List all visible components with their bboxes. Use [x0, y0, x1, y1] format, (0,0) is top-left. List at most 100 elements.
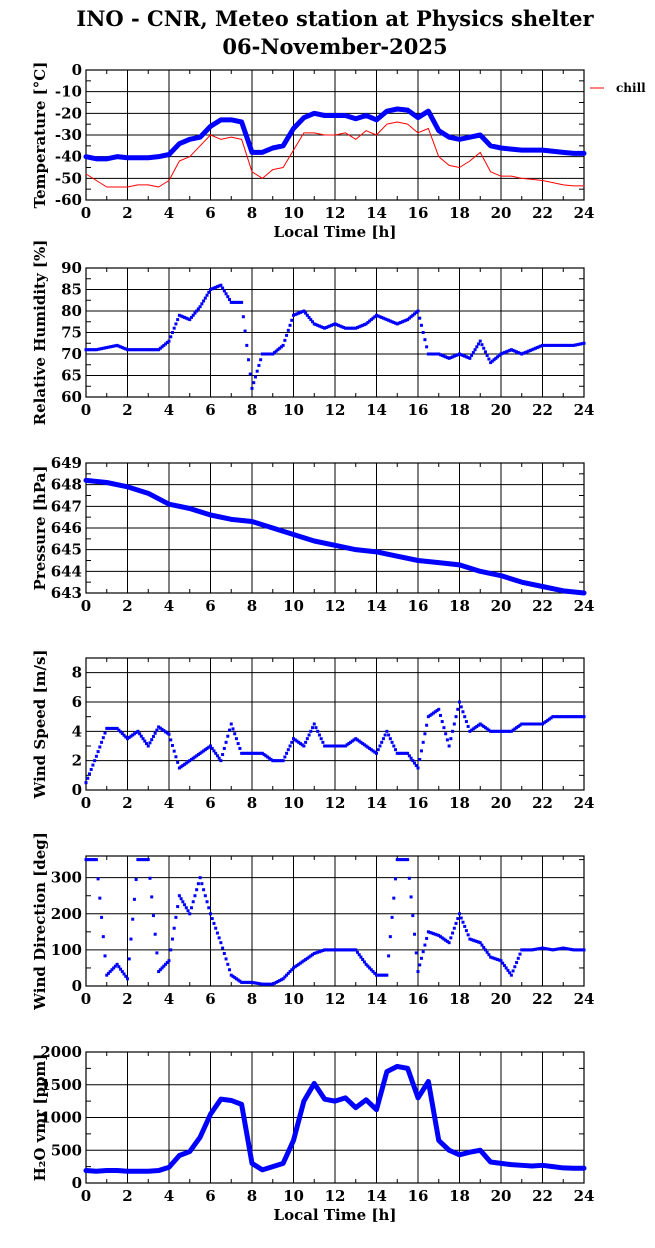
data-point	[205, 900, 209, 904]
data-point	[124, 347, 128, 351]
data-point	[515, 726, 519, 730]
data-point	[392, 320, 396, 324]
data-point	[131, 917, 135, 921]
data-point	[388, 737, 392, 741]
data-point	[554, 715, 558, 719]
data-point	[419, 323, 423, 327]
data-point	[119, 730, 123, 734]
data-point	[84, 348, 88, 352]
data-point	[179, 897, 183, 901]
data-point	[530, 722, 534, 726]
data-point	[537, 947, 541, 951]
data-point	[181, 764, 185, 768]
data-point	[305, 956, 309, 960]
data-point	[93, 858, 97, 862]
data-point	[355, 738, 359, 742]
data-point	[558, 343, 562, 347]
data-point	[219, 283, 223, 287]
data-point	[454, 921, 458, 925]
y-tick-label: 90	[61, 259, 82, 277]
x-tick-label: 0	[81, 204, 91, 222]
data-point	[96, 347, 100, 351]
x-tick-label: 12	[325, 597, 346, 615]
data-point	[138, 732, 142, 736]
data-point	[418, 316, 422, 320]
y-tick-label: 1500	[40, 1076, 82, 1094]
data-point	[504, 350, 508, 354]
x-tick-label: 6	[205, 204, 215, 222]
data-point	[568, 715, 572, 719]
data-point	[399, 858, 403, 862]
x-tick-label: 12	[325, 401, 346, 419]
data-point	[499, 352, 503, 356]
y-tick-label: 8	[72, 664, 82, 682]
data-point	[435, 352, 439, 356]
data-point	[89, 348, 93, 352]
data-point	[445, 939, 449, 943]
data-point	[336, 323, 340, 327]
data-point	[582, 341, 586, 345]
data-point	[285, 751, 289, 755]
x-tick-label: 20	[491, 401, 512, 419]
data-point	[297, 311, 301, 315]
data-point	[278, 759, 282, 763]
x-tick-label: 8	[247, 794, 257, 812]
data-point	[558, 947, 562, 951]
data-point	[312, 722, 316, 726]
x-tick-label: 2	[122, 597, 132, 615]
y-tick-label: 75	[61, 324, 82, 342]
data-point	[373, 750, 377, 754]
data-point	[535, 722, 539, 726]
data-point	[288, 970, 292, 974]
data-point	[260, 982, 264, 986]
data-point	[324, 325, 328, 329]
data-point	[321, 325, 325, 329]
data-point	[497, 729, 501, 733]
data-point	[304, 958, 308, 962]
data-point	[167, 339, 171, 343]
data-point	[513, 727, 517, 731]
data-point	[202, 749, 206, 753]
data-point	[565, 947, 569, 951]
plot-frame	[85, 1051, 585, 1184]
data-point	[497, 958, 501, 962]
data-point	[189, 757, 193, 761]
x-tick-label: 22	[532, 401, 553, 419]
data-point	[532, 347, 536, 351]
data-point	[381, 737, 385, 741]
data-point	[141, 348, 145, 352]
data-point	[271, 759, 275, 763]
data-point	[376, 973, 380, 977]
data-point	[124, 735, 128, 739]
data-point	[309, 318, 313, 322]
data-point	[93, 348, 97, 352]
data-point	[266, 352, 270, 356]
data-point	[245, 343, 249, 347]
y-axis-label: Wind Speed [m/s]	[31, 649, 49, 799]
data-point	[260, 352, 264, 356]
data-point	[117, 965, 121, 969]
data-point	[150, 348, 154, 352]
data-point	[556, 343, 560, 347]
data-point	[264, 352, 268, 356]
data-point	[520, 352, 524, 356]
data-point	[395, 858, 399, 862]
data-point	[115, 962, 119, 966]
data-point	[233, 732, 237, 736]
data-point	[577, 715, 581, 719]
data-point	[544, 720, 548, 724]
data-point	[537, 722, 541, 726]
data-point	[279, 345, 283, 349]
data-point	[447, 744, 451, 748]
data-point	[440, 936, 444, 940]
data-point	[556, 715, 560, 719]
data-point	[209, 744, 212, 748]
plot-frame	[85, 855, 585, 987]
data-point	[87, 348, 91, 352]
x-tick-label: 8	[247, 204, 257, 222]
data-point	[269, 982, 273, 986]
y-axis-label: Pressure [hPa]	[31, 466, 49, 591]
data-point	[534, 346, 538, 350]
data-point	[158, 346, 162, 350]
